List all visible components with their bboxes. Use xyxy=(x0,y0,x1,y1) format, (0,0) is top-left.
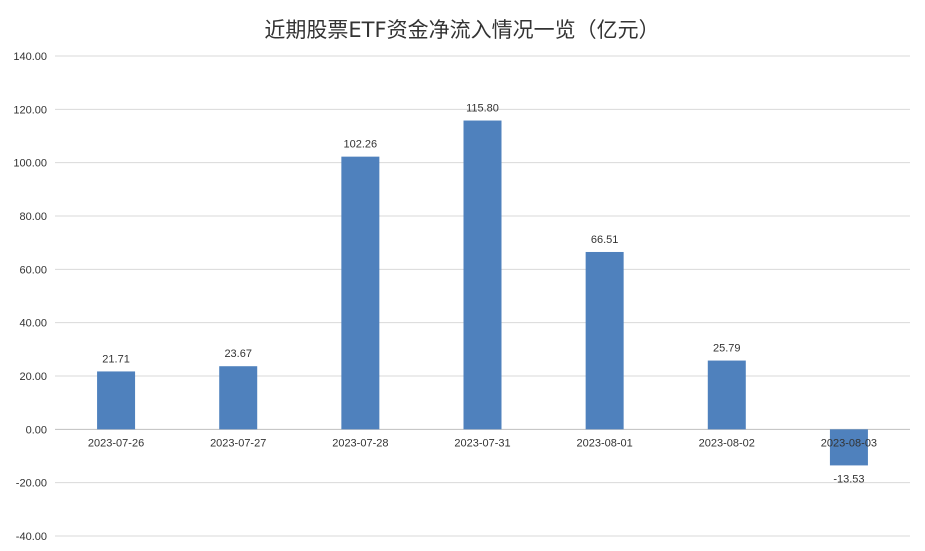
x-tick-label: 2023-08-01 xyxy=(577,437,633,449)
y-tick-label: 20.00 xyxy=(19,371,47,383)
data-labels: 21.71 23.67 102.26 115.80 66.51 25.79 -13.53 xyxy=(102,103,864,486)
y-axis-tick-labels: -40.00 -20.00 0.00 20.00 40.00 60.00 80.00 100.… xyxy=(13,51,47,543)
x-tick-label: 2023-08-03 xyxy=(821,437,877,449)
bar xyxy=(707,360,746,430)
bar xyxy=(341,156,380,430)
x-tick-label: 2023-07-26 xyxy=(88,437,144,449)
y-tick-label: 80.00 xyxy=(19,211,47,223)
bar xyxy=(829,429,868,466)
y-tick-label: 0.00 xyxy=(26,424,47,436)
bar xyxy=(97,371,136,430)
y-tick-label: -40.00 xyxy=(16,531,47,543)
y-tick-label: 140.00 xyxy=(13,51,47,63)
data-label: -13.53 xyxy=(833,473,864,485)
x-axis-tick-labels: 2023-07-26 2023-07-27 2023-07-28 2023-07-31… xyxy=(88,437,877,449)
x-tick-label: 2023-08-02 xyxy=(699,437,755,449)
bar xyxy=(219,366,258,430)
y-tick-label: 120.00 xyxy=(13,104,47,116)
y-tick-label: 60.00 xyxy=(19,264,47,276)
data-label: 66.51 xyxy=(591,234,619,246)
data-label: 23.67 xyxy=(224,348,252,360)
bar xyxy=(463,120,502,430)
data-label: 115.80 xyxy=(466,103,499,115)
y-tick-label: 40.00 xyxy=(19,318,47,330)
chart-title: 近期股票ETF资金净流入情况一览（亿元） xyxy=(264,18,659,42)
bars xyxy=(97,120,868,466)
bar xyxy=(585,251,624,430)
data-label: 25.79 xyxy=(713,343,741,355)
data-label: 21.71 xyxy=(102,353,130,365)
y-tick-label: -20.00 xyxy=(16,478,47,490)
x-tick-label: 2023-07-27 xyxy=(210,437,266,449)
x-tick-label: 2023-07-31 xyxy=(454,437,510,449)
data-label: 102.26 xyxy=(344,139,378,151)
x-tick-label: 2023-07-28 xyxy=(332,437,388,449)
y-tick-label: 100.00 xyxy=(13,158,47,170)
